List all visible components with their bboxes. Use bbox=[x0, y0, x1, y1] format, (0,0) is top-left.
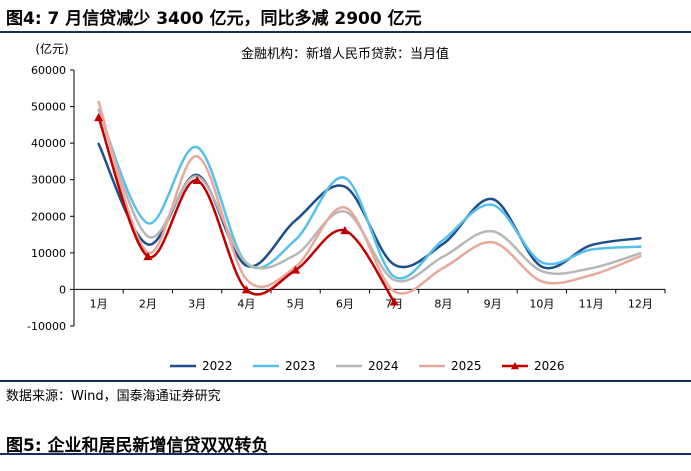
x-tick-label: 11月 bbox=[579, 297, 604, 310]
data-point-2026 bbox=[340, 226, 350, 235]
legend-label: 2024 bbox=[368, 359, 399, 373]
data-point-2026 bbox=[143, 252, 153, 261]
series-line-2024 bbox=[97, 108, 642, 283]
axes: -10000 0 10000 20000 30000 40000 50000 60000 1月 2… bbox=[27, 64, 666, 333]
line-chart: 金融机构：新增人民币贷款：当月值 (亿元) -10000 0 10000 20000 3… bbox=[27, 41, 666, 373]
x-tick-label: 5月 bbox=[287, 297, 305, 310]
legend-item-2026: 2026 bbox=[502, 359, 565, 373]
legend-label: 2022 bbox=[202, 359, 233, 373]
data-point-2026 bbox=[94, 113, 104, 122]
data-point-2026 bbox=[291, 265, 301, 274]
y-tick-label: 20000 bbox=[31, 210, 66, 223]
y-tick-label: 60000 bbox=[31, 64, 66, 77]
series-2025 bbox=[97, 100, 642, 295]
x-tick-label: 8月 bbox=[434, 297, 452, 310]
legend-item-2024: 2024 bbox=[336, 359, 399, 373]
legend-marker bbox=[511, 362, 519, 370]
x-tick-label: 6月 bbox=[336, 297, 354, 310]
series-2023 bbox=[97, 108, 642, 280]
next-figure-title: 图5: 企业和居民新增信贷双双转负 bbox=[6, 436, 269, 456]
series-2026 bbox=[94, 113, 399, 306]
y-tick-label: 0 bbox=[59, 283, 66, 296]
bottom-rule bbox=[0, 380, 691, 382]
series-line-2023 bbox=[97, 108, 642, 280]
x-tick-label: 3月 bbox=[188, 297, 206, 310]
data-point-2026 bbox=[389, 297, 399, 306]
y-axis-label: (亿元) bbox=[35, 41, 68, 56]
y-tick-label: 50000 bbox=[31, 101, 66, 114]
figure-title: 图4: 7 月信贷减少 3400 亿元，同比多减 2900 亿元 bbox=[6, 9, 422, 29]
legend-item-2022: 2022 bbox=[170, 359, 233, 373]
data-point-2026 bbox=[241, 285, 251, 294]
next-figure-rule bbox=[0, 453, 691, 455]
legend-label: 2025 bbox=[451, 359, 482, 373]
x-tick-label: 12月 bbox=[628, 297, 653, 310]
y-tick-label: -10000 bbox=[27, 320, 66, 333]
x-tick-label: 1月 bbox=[90, 297, 108, 310]
top-rule bbox=[0, 31, 691, 33]
x-tick-label: 9月 bbox=[484, 297, 502, 310]
x-tick-label: 10月 bbox=[529, 297, 554, 310]
legend-label: 2026 bbox=[534, 359, 565, 373]
legend-item-2025: 2025 bbox=[419, 359, 482, 373]
y-tick-label: 10000 bbox=[31, 247, 66, 260]
y-tick-label: 30000 bbox=[31, 174, 66, 187]
chart-title: 金融机构：新增人民币贷款：当月值 bbox=[241, 46, 449, 62]
y-tick-label: 40000 bbox=[31, 137, 66, 150]
data-point-2026 bbox=[192, 175, 202, 185]
legend: 2022 2023 2024 2025 2026 bbox=[170, 359, 565, 373]
x-tick-label: 2月 bbox=[139, 297, 157, 310]
series-layer bbox=[94, 100, 642, 306]
x-tick-label: 4月 bbox=[237, 297, 255, 310]
source-note: 数据来源：Wind，国泰海通证券研究 bbox=[6, 389, 221, 404]
series-line-2025 bbox=[97, 100, 642, 295]
legend-item-2023: 2023 bbox=[253, 359, 316, 373]
series-2024 bbox=[97, 108, 642, 283]
legend-label: 2023 bbox=[285, 359, 316, 373]
